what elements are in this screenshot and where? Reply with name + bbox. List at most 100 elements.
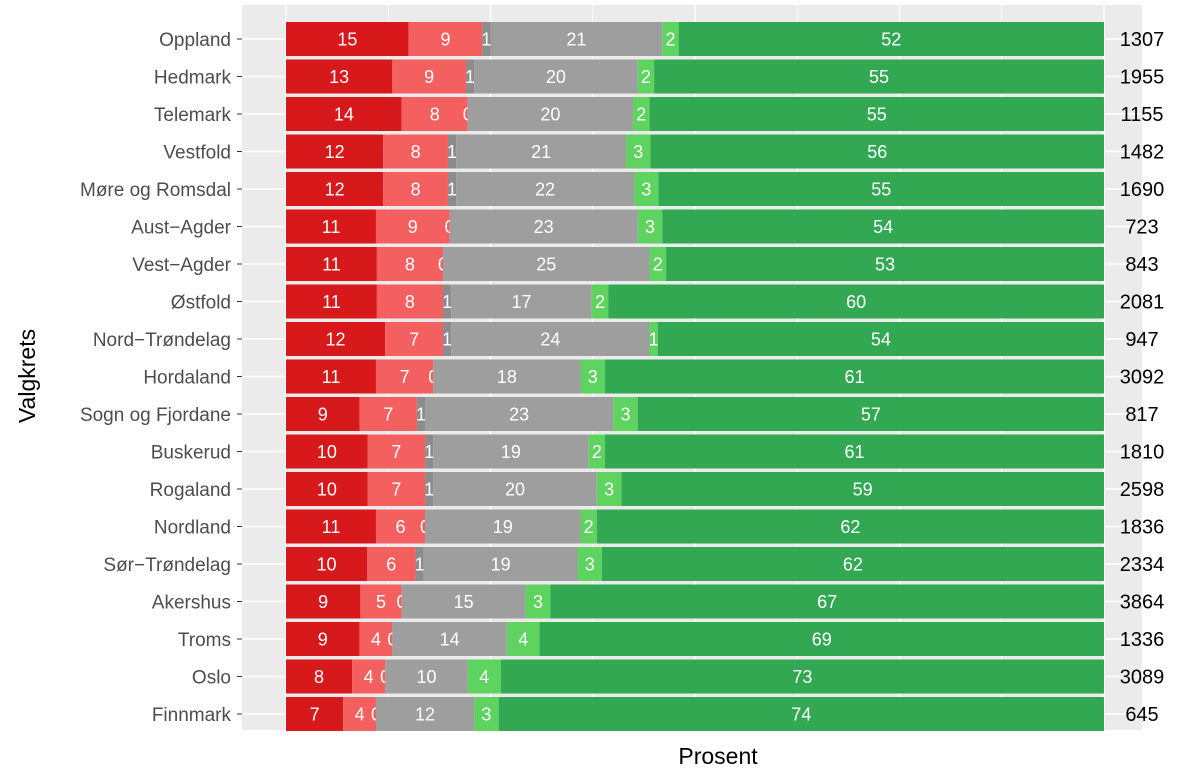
bar-segment [383,172,448,206]
bar-value-label: 2 [653,255,663,275]
bar-segment [649,97,1104,131]
bar-segment [385,659,468,694]
bar-value-label: 1 [447,180,457,200]
bar-value-label: 7 [409,330,419,350]
bar-segment [286,584,361,619]
row-total-label: 1690 [1120,179,1165,201]
bar-segment [375,209,450,244]
bar-segment [286,659,353,694]
category-tick-label: Sør−Trøndelag [103,555,231,576]
bar-value-label: 6 [386,555,396,575]
bar-segment [451,322,650,356]
bar-value-label: 67 [817,592,837,612]
bar-value-label: 12 [326,330,346,350]
bar-segment [662,209,1104,244]
bar-value-label: 7 [391,442,401,462]
bar-segment [596,509,1104,544]
bar-segment [401,97,468,131]
bar-segment [376,247,443,281]
bar-segment [447,172,457,206]
bar-value-label: 20 [540,105,560,125]
bar-row: 10 6 1 19 3 62 [286,547,1104,581]
bar-row: 12 8 1 22 3 55 [286,172,1104,206]
row-total-label: 2598 [1120,479,1165,501]
bar-value-label: 53 [875,255,895,275]
bar-value-label: 61 [844,442,864,462]
bar-row: 13 9 1 20 2 55 [286,59,1104,94]
category-tick-label: Buskerud [151,443,231,464]
bar-segment [539,622,1104,656]
bar-value-label: 20 [505,480,525,500]
bar-value-label: 3 [633,142,643,162]
bar-value-label: 21 [566,30,586,50]
row-total-label: 843 [1125,254,1158,276]
category-tick-label: Troms [178,630,231,651]
bar-segment [286,359,376,394]
bar-value-label: 2 [595,292,605,312]
bar-value-label: 7 [310,705,320,725]
bar-row: 10 7 1 19 2 61 [286,434,1104,469]
bar-segment [451,284,592,319]
bar-value-label: 23 [509,405,529,425]
bar-segment [506,622,540,656]
bar-segment [550,584,1104,619]
bar-segment [286,59,393,94]
bar-segment [580,509,597,544]
bar-segment [286,397,360,431]
bar-segment [442,322,452,356]
bar-value-label: 11 [322,255,341,275]
bar-value-label: 1 [424,442,434,462]
bar-value-label: 73 [792,667,812,687]
bar-value-label: 15 [337,30,357,50]
bar-value-label: 1 [481,30,491,50]
row-total-label: 3092 [1120,367,1165,389]
bar-row: 119023354 [286,209,1104,244]
bar-value-label: 2 [636,105,646,125]
bar-value-label: 3 [620,405,630,425]
bar-value-label: 8 [405,292,415,312]
bar-value-label: 2 [665,30,675,50]
bar-segment [500,659,1105,694]
category-tick-label: Finnmark [152,705,232,726]
bar-value-label: 59 [853,480,873,500]
row-total-label: 1336 [1120,629,1165,651]
bar-value-label: 4 [371,630,381,650]
bar-segment [605,434,1104,469]
bar-segment [383,134,448,169]
bar-segment [425,397,614,431]
bar-segment [286,547,367,581]
bar-segment [662,22,679,56]
bar-segment [649,322,658,356]
bar-value-label: 1 [442,292,452,312]
bar-value-label: 1 [465,67,475,87]
bar-value-label: 8 [411,180,421,200]
bar-value-label: 14 [440,630,460,650]
bar-value-label: 3 [481,705,491,725]
bar-row: 74012374 [286,697,1104,731]
bar-value-label: 9 [408,217,418,237]
bar-row: 117018361 [286,359,1104,394]
bar-value-label: 2 [584,517,594,537]
bar-value-label: 9 [318,405,328,425]
bar-segment [375,359,434,394]
row-total-label: 1155 [1120,104,1163,126]
bar-value-label: 74 [791,705,811,725]
bar-segment [286,22,409,56]
bar-value-label: 2 [641,67,651,87]
category-tick-label: Sogn og Fjordane [80,405,231,426]
bar-segment [601,547,1104,581]
bar-value-label: 8 [314,667,324,687]
bar-value-label: 7 [391,480,401,500]
bar-value-label: 8 [430,105,440,125]
category-tick-label: Nord−Trøndelag [93,330,231,351]
bar-segment [650,134,1104,169]
bar-value-label: 22 [535,180,555,200]
category-tick-label: Oppland [159,30,231,51]
bar-segment [286,209,376,244]
row-total-label: 2334 [1120,554,1165,576]
bar-segment [580,359,606,394]
row-total-label: 645 [1125,704,1158,726]
bar-value-label: 55 [867,105,887,125]
bar-segment [465,59,475,94]
bar-segment [658,172,1104,206]
